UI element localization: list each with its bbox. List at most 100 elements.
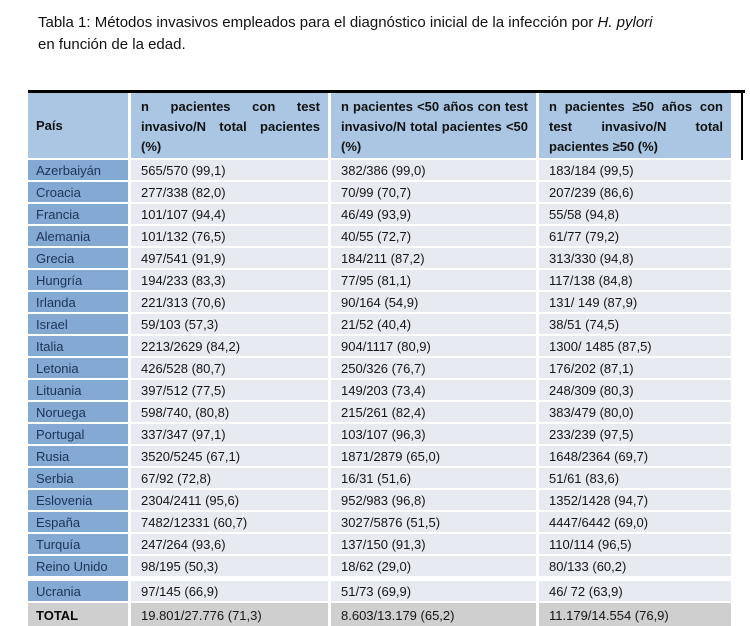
value-cell: 61/77 (79,2) bbox=[539, 226, 731, 246]
value-cell: 77/95 (81,1) bbox=[331, 270, 536, 290]
table-row: Israel 59/103 (57,3) 21/52 (40,4) 38/51 (74… bbox=[28, 314, 731, 334]
value-cell: 97/145 (66,9) bbox=[131, 581, 328, 601]
value-cell: 1871/2879 (65,0) bbox=[331, 446, 536, 466]
value-cell: 55/58 (94,8) bbox=[539, 204, 731, 224]
header-label: n pacientes con test invasivo/N total pa… bbox=[141, 99, 320, 155]
header-cell-over-50: n pacientes ≥50 años con test invasivo/N… bbox=[539, 93, 731, 158]
value-cell: 194/233 (83,3) bbox=[131, 270, 328, 290]
value-cell: 101/107 (94,4) bbox=[131, 204, 328, 224]
value-cell: 176/202 (87,1) bbox=[539, 358, 731, 378]
value-cell: 51/61 (83,6) bbox=[539, 468, 731, 488]
value-cell: 51/73 (69,9) bbox=[331, 581, 536, 601]
total-value-cell: 8.603/13.179 (65,2) bbox=[331, 603, 536, 626]
caption-suffix: en función de la edad. bbox=[38, 35, 186, 53]
value-cell: 221/313 (70,6) bbox=[131, 292, 328, 312]
country-cell: Turquía bbox=[28, 534, 128, 554]
value-cell: 250/326 (76,7) bbox=[331, 358, 536, 378]
country-cell: Noruega bbox=[28, 402, 128, 422]
country-cell: Hungría bbox=[28, 270, 128, 290]
header-cell-pais: País bbox=[28, 93, 128, 158]
value-cell: 46/ 72 (63,9) bbox=[539, 581, 731, 601]
header-label: n pacientes <50 años con test invasivo/N… bbox=[341, 99, 528, 155]
value-cell: 1300/ 1485 (87,5) bbox=[539, 336, 731, 356]
value-cell: 67/92 (72,8) bbox=[131, 468, 328, 488]
table-row: Lituania 397/512 (77,5) 149/203 (73,4) 248/… bbox=[28, 380, 731, 400]
table-row: Hungría 194/233 (83,3) 77/95 (81,1) 117/138… bbox=[28, 270, 731, 290]
value-cell: 46/49 (93,9) bbox=[331, 204, 536, 224]
value-cell: 215/261 (82,4) bbox=[331, 402, 536, 422]
value-cell: 7482/12331 (60,7) bbox=[131, 512, 328, 532]
value-cell: 98/195 (50,3) bbox=[131, 556, 328, 576]
country-cell: Serbia bbox=[28, 468, 128, 488]
value-cell: 59/103 (57,3) bbox=[131, 314, 328, 334]
value-cell: 90/164 (54,9) bbox=[331, 292, 536, 312]
value-cell: 426/528 (80,7) bbox=[131, 358, 328, 378]
value-cell: 70/99 (70,7) bbox=[331, 182, 536, 202]
value-cell: 397/512 (77,5) bbox=[131, 380, 328, 400]
country-cell: Portugal bbox=[28, 424, 128, 444]
country-cell: Irlanda bbox=[28, 292, 128, 312]
value-cell: 16/31 (51,6) bbox=[331, 468, 536, 488]
country-cell: Israel bbox=[28, 314, 128, 334]
country-cell: Azerbaiyán bbox=[28, 160, 128, 180]
country-cell: Letonia bbox=[28, 358, 128, 378]
country-cell: Rusia bbox=[28, 446, 128, 466]
value-cell: 4447/6442 (69,0) bbox=[539, 512, 731, 532]
value-cell: 598/740, (80,8) bbox=[131, 402, 328, 422]
country-cell: España bbox=[28, 512, 128, 532]
header-cell-all-patients: n pacientes con test invasivo/N total pa… bbox=[131, 93, 328, 158]
table-row: Italia 2213/2629 (84,2) 904/1117 (80,9) 130… bbox=[28, 336, 731, 356]
value-cell: 277/338 (82,0) bbox=[131, 182, 328, 202]
header-label: País bbox=[36, 118, 63, 133]
table-row: Croacia 277/338 (82,0) 70/99 (70,7) 207/239… bbox=[28, 182, 731, 202]
country-cell: Croacia bbox=[28, 182, 128, 202]
caption-prefix: Tabla 1: Métodos invasivos empleados par… bbox=[38, 14, 598, 31]
value-cell: 101/132 (76,5) bbox=[131, 226, 328, 246]
country-cell: Italia bbox=[28, 336, 128, 356]
table-row: Reino Unido 98/195 (50,3) 18/62 (29,0) 80/1… bbox=[28, 556, 731, 576]
table-right-border bbox=[741, 93, 743, 160]
data-table: País n pacientes con test invasivo/N tot… bbox=[28, 90, 745, 626]
country-cell: Reino Unido bbox=[28, 556, 128, 576]
header-cell-under-50: n pacientes <50 años con test invasivo/N… bbox=[331, 93, 536, 158]
header-label: n pacientes ≥50 años con test invasivo/N… bbox=[549, 99, 723, 155]
value-cell: 137/150 (91,3) bbox=[331, 534, 536, 554]
value-cell: 18/62 (29,0) bbox=[331, 556, 536, 576]
value-cell: 382/386 (99,0) bbox=[331, 160, 536, 180]
value-cell: 248/309 (80,3) bbox=[539, 380, 731, 400]
value-cell: 1648/2364 (69,7) bbox=[539, 446, 731, 466]
value-cell: 184/211 (87,2) bbox=[331, 248, 536, 268]
table-row: Ucrania 97/145 (66,9) 51/73 (69,9) 46/ 72 (… bbox=[28, 581, 731, 601]
table-row: Noruega 598/740, (80,8) 215/261 (82,4) 383/… bbox=[28, 402, 731, 422]
table-grid: País n pacientes con test invasivo/N tot… bbox=[28, 93, 731, 626]
value-cell: 2304/2411 (95,6) bbox=[131, 490, 328, 510]
value-cell: 904/1117 (80,9) bbox=[331, 336, 536, 356]
table-row: Letonia 426/528 (80,7) 250/326 (76,7) 176/2… bbox=[28, 358, 731, 378]
table-row: Eslovenia 2304/2411 (95,6) 952/983 (96,8) 1… bbox=[28, 490, 731, 510]
value-cell: 103/107 (96,3) bbox=[331, 424, 536, 444]
country-cell: Francia bbox=[28, 204, 128, 224]
table-header-row: País n pacientes con test invasivo/N tot… bbox=[28, 93, 731, 158]
value-cell: 565/570 (99,1) bbox=[131, 160, 328, 180]
value-cell: 207/239 (86,6) bbox=[539, 182, 731, 202]
value-cell: 3520/5245 (67,1) bbox=[131, 446, 328, 466]
value-cell: 110/114 (96,5) bbox=[539, 534, 731, 554]
value-cell: 952/983 (96,8) bbox=[331, 490, 536, 510]
country-cell: Alemania bbox=[28, 226, 128, 246]
table-row: Francia 101/107 (94,4) 46/49 (93,9) 55/58 (… bbox=[28, 204, 731, 224]
value-cell: 3027/5876 (51,5) bbox=[331, 512, 536, 532]
table-body: Azerbaiyán 565/570 (99,1) 382/386 (99,0) 18… bbox=[28, 160, 731, 601]
table-row: Rusia 3520/5245 (67,1) 1871/2879 (65,0) 164… bbox=[28, 446, 731, 466]
value-cell: 313/330 (94,8) bbox=[539, 248, 731, 268]
table-row: Portugal 337/347 (97,1) 103/107 (96,3) 233/… bbox=[28, 424, 731, 444]
table-row: Turquía 247/264 (93,6) 137/150 (91,3) 110/1… bbox=[28, 534, 731, 554]
country-cell: Grecia bbox=[28, 248, 128, 268]
table-row: Irlanda 221/313 (70,6) 90/164 (54,9) 131/ 1… bbox=[28, 292, 731, 312]
value-cell: 247/264 (93,6) bbox=[131, 534, 328, 554]
caption-italic-species: H. pylori bbox=[597, 14, 653, 31]
value-cell: 40/55 (72,7) bbox=[331, 226, 536, 246]
value-cell: 1352/1428 (94,7) bbox=[539, 490, 731, 510]
value-cell: 38/51 (74,5) bbox=[539, 314, 731, 334]
table-row: España 7482/12331 (60,7) 3027/5876 (51,5) 4… bbox=[28, 512, 731, 532]
